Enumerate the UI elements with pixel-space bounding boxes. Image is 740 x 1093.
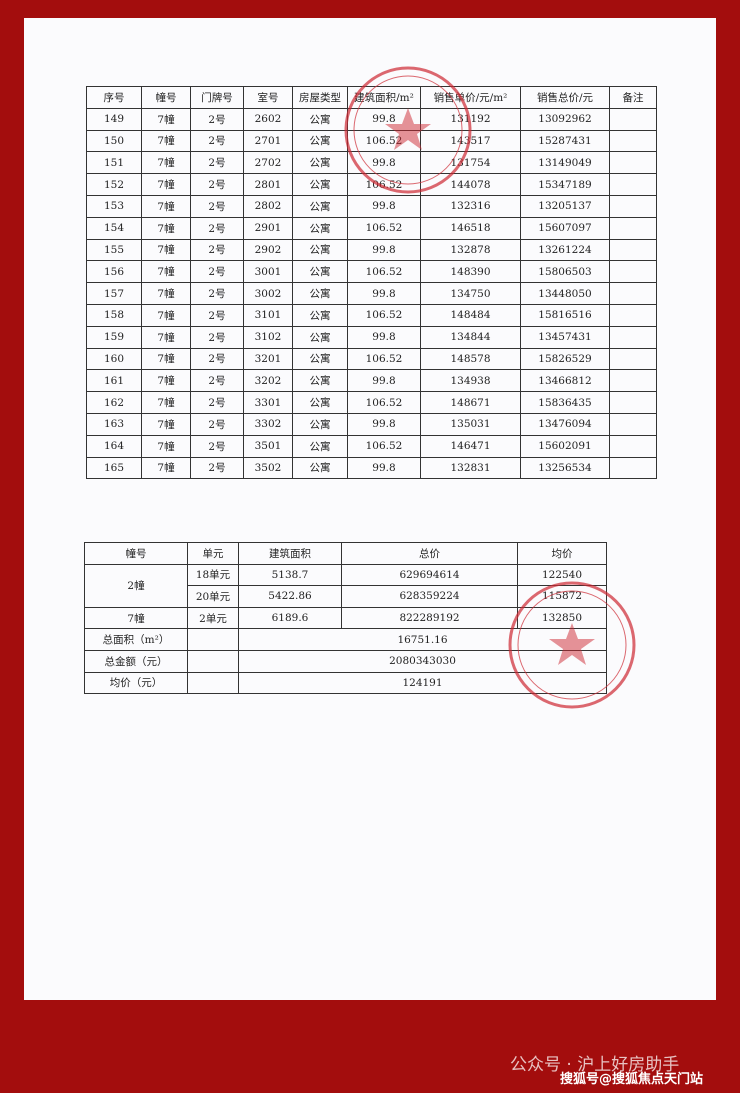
- cell: 13261224: [520, 238, 610, 262]
- cell: 13256534: [520, 456, 610, 480]
- cell: 2801: [243, 173, 293, 196]
- header-cell: 序号: [86, 86, 142, 109]
- header-cell: 房屋类型: [292, 86, 348, 109]
- cell: 7幢: [141, 194, 191, 218]
- cell: [609, 456, 657, 480]
- cell: 总面积（m²）: [84, 628, 188, 651]
- row: 153 7幢 2号 2802 公寓 99.8 132316 13205137: [86, 194, 657, 218]
- row: 163 7幢 2号 3302 公寓 99.8 135031 13476094: [86, 412, 657, 436]
- stamps: [344, 66, 636, 709]
- cell: 15602091: [520, 434, 610, 458]
- cell: 2901: [243, 216, 293, 240]
- header-cell: 销售单价/元/m²: [420, 86, 521, 109]
- stamp: [508, 581, 636, 709]
- row: 165 7幢 2号 3502 公寓 99.8 132831 13256534: [86, 456, 657, 480]
- header-cell: 单元: [187, 542, 239, 565]
- row: 155 7幢 2号 2902 公寓 99.8 132878 13261224: [86, 238, 657, 262]
- cell: 5138.7: [238, 563, 342, 587]
- summary-table: 幢号 单元 建筑面积 总价 均价 2幢 18单元 5138.7 62969461…: [84, 542, 607, 695]
- total-row: 总面积（m²） 16751.16: [84, 628, 607, 651]
- cell: 124191: [238, 671, 607, 695]
- cell: 3202: [243, 369, 293, 393]
- cell: 2号: [190, 216, 244, 240]
- cell: 2号: [190, 194, 244, 218]
- cell: 134844: [420, 325, 521, 349]
- row: 162 7幢 2号 3301 公寓 106.52 148671 15836435: [86, 391, 657, 414]
- cell: 3201: [243, 347, 293, 371]
- row: 161 7幢 2号 3202 公寓 99.8 134938 13466812: [86, 369, 657, 393]
- header-cell: 建筑面积/m²: [347, 86, 421, 109]
- header-cell: 幢号: [141, 86, 191, 109]
- cell: 13092962: [520, 107, 610, 131]
- cell: 7幢: [141, 369, 191, 393]
- cell: 159: [86, 325, 142, 349]
- row: 2幢 18单元 5138.7 629694614 122540: [84, 563, 607, 608]
- cell: 2号: [190, 456, 244, 480]
- cell: 公寓: [292, 325, 348, 349]
- cell: 154: [86, 216, 142, 240]
- stamp: [344, 66, 472, 194]
- cell: 7幢: [141, 456, 191, 480]
- watermark: 搜狐号@搜狐焦点天门站: [560, 1072, 704, 1087]
- cell: 2号: [190, 151, 244, 175]
- cell: 7幢: [141, 151, 191, 175]
- cell: 156: [86, 260, 142, 284]
- header-cell: 销售总价/元: [520, 86, 610, 109]
- cell: 13205137: [520, 194, 610, 218]
- cell: 160: [86, 347, 142, 371]
- row: 151 7幢 2号 2702 公寓 99.8 131754 13149049: [86, 151, 657, 175]
- row: 154 7幢 2号 2901 公寓 106.52 146518 15607097: [86, 216, 657, 240]
- cell: 均价（元）: [84, 671, 188, 695]
- cell: 7幢: [141, 391, 191, 414]
- header-row: 序号 幢号 门牌号 室号 房屋类型 建筑面积/m² 销售单价/元/m² 销售总价/元 备注: [86, 86, 657, 109]
- row: 160 7幢 2号 3201 公寓 106.52 148578 15826529: [86, 347, 657, 371]
- cell: 7幢: [141, 282, 191, 305]
- header-row: 幢号 单元 建筑面积 总价 均价: [84, 542, 607, 565]
- cell: 629694614: [341, 563, 518, 587]
- header-cell: 备注: [609, 86, 657, 109]
- cell: 3001: [243, 260, 293, 284]
- cell: 公寓: [292, 260, 348, 284]
- cell: 2802: [243, 194, 293, 218]
- cell: 15287431: [520, 129, 610, 153]
- cell: 2号: [190, 107, 244, 131]
- row: 159 7幢 2号 3102 公寓 99.8 134844 13457431: [86, 325, 657, 349]
- cell: 公寓: [292, 456, 348, 480]
- cell: 132831: [420, 456, 521, 480]
- cell: 13466812: [520, 369, 610, 393]
- cell: 2幢: [84, 563, 188, 608]
- cell: 163: [86, 412, 142, 436]
- cell: 7幢: [141, 173, 191, 196]
- cell: 公寓: [292, 216, 348, 240]
- cell: 165: [86, 456, 142, 480]
- total-row: 均价（元） 124191: [84, 671, 607, 695]
- row: 7幢 2单元 6189.6 822289192 132850: [84, 606, 607, 630]
- watermark: 公众号 · 沪上好房助手: [510, 1055, 680, 1075]
- cell: 公寓: [292, 238, 348, 262]
- cell: 13476094: [520, 412, 610, 436]
- cell: 13149049: [520, 151, 610, 175]
- cell: 3502: [243, 456, 293, 480]
- cell: 2单元: [187, 606, 239, 630]
